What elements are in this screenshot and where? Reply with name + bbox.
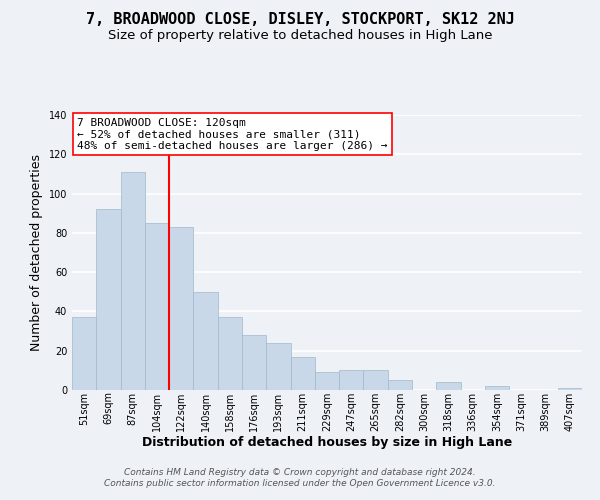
Bar xyxy=(193,292,218,390)
Bar xyxy=(388,380,412,390)
Bar xyxy=(121,172,145,390)
Text: Contains HM Land Registry data © Crown copyright and database right 2024.
Contai: Contains HM Land Registry data © Crown c… xyxy=(104,468,496,487)
Bar xyxy=(145,223,169,390)
Bar xyxy=(485,386,509,390)
Bar xyxy=(315,372,339,390)
Bar xyxy=(96,210,121,390)
Text: Size of property relative to detached houses in High Lane: Size of property relative to detached ho… xyxy=(108,29,492,42)
Bar xyxy=(558,388,582,390)
Y-axis label: Number of detached properties: Number of detached properties xyxy=(30,154,43,351)
Bar xyxy=(169,227,193,390)
Bar xyxy=(364,370,388,390)
Bar xyxy=(266,343,290,390)
Bar xyxy=(290,356,315,390)
Bar xyxy=(436,382,461,390)
Bar xyxy=(72,318,96,390)
Bar xyxy=(242,335,266,390)
Bar xyxy=(339,370,364,390)
X-axis label: Distribution of detached houses by size in High Lane: Distribution of detached houses by size … xyxy=(142,436,512,450)
Text: 7 BROADWOOD CLOSE: 120sqm
← 52% of detached houses are smaller (311)
48% of semi: 7 BROADWOOD CLOSE: 120sqm ← 52% of detac… xyxy=(77,118,388,151)
Text: 7, BROADWOOD CLOSE, DISLEY, STOCKPORT, SK12 2NJ: 7, BROADWOOD CLOSE, DISLEY, STOCKPORT, S… xyxy=(86,12,514,28)
Bar xyxy=(218,318,242,390)
